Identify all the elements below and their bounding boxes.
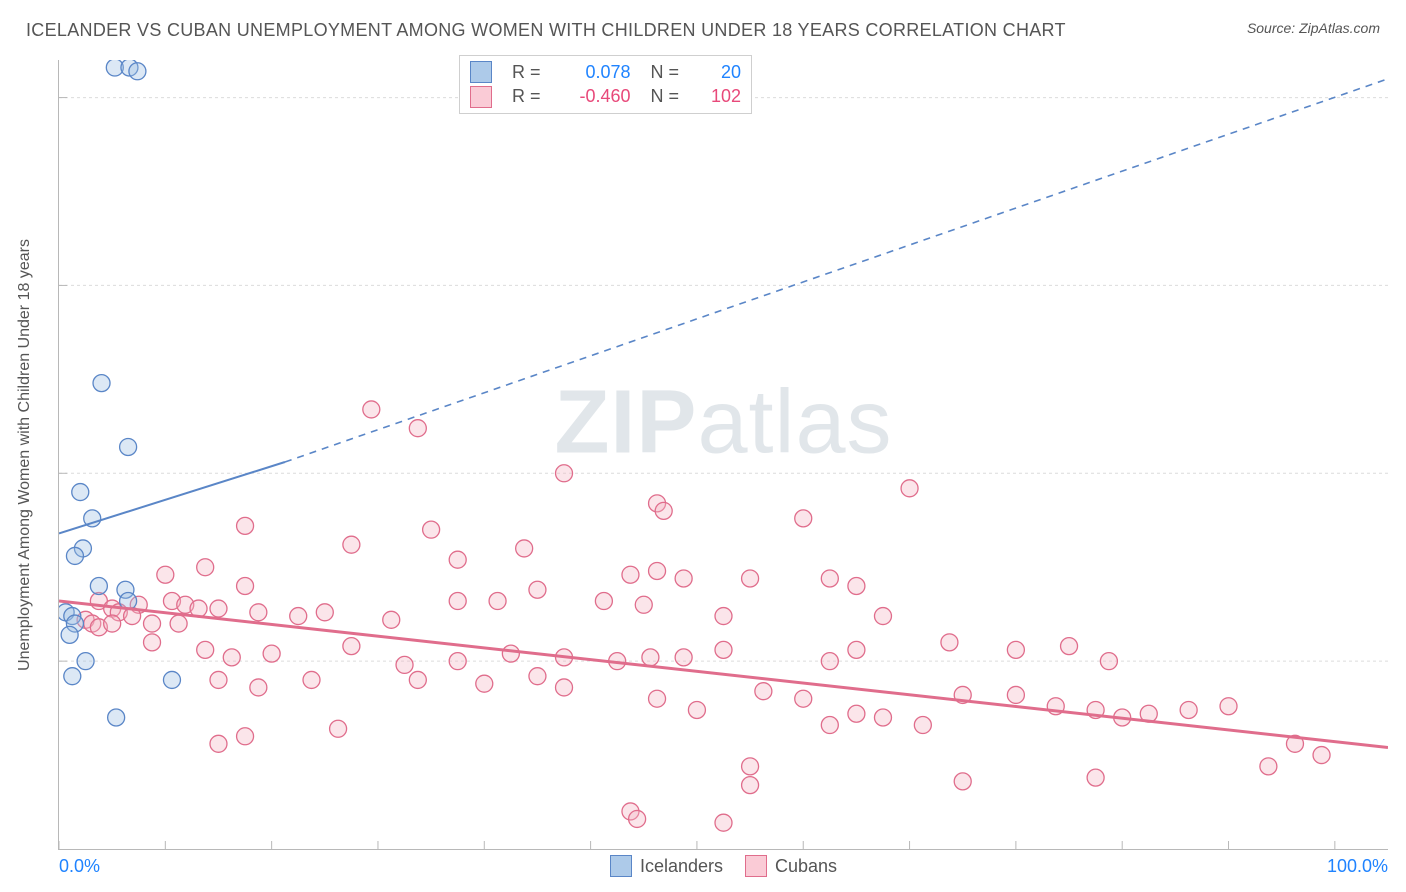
chart-title: ICELANDER VS CUBAN UNEMPLOYMENT AMONG WO… xyxy=(26,20,1380,41)
x-tick-label: 0.0% xyxy=(59,856,100,877)
legend-row-cubans: R = -0.460 N = 102 xyxy=(460,84,751,108)
swatch-icon xyxy=(470,86,492,108)
swatch-icon xyxy=(470,61,492,83)
swatch-icon xyxy=(610,855,632,877)
legend-row-icelanders: R = 0.078 N = 20 xyxy=(460,60,751,84)
y-axis-label: Unemployment Among Women with Children U… xyxy=(16,60,36,850)
legend-item-cubans: Cubans xyxy=(745,855,837,877)
series-legend: Icelanders Cubans xyxy=(59,855,1388,877)
scatter-plot xyxy=(59,60,1388,849)
x-tick-label: 100.0% xyxy=(1327,856,1388,877)
plot-area: ZIPatlas R = 0.078 N = 20 R = -0.460 N =… xyxy=(58,60,1388,850)
source-label: Source: ZipAtlas.com xyxy=(1247,20,1380,36)
legend-item-icelanders: Icelanders xyxy=(610,855,723,877)
swatch-icon xyxy=(745,855,767,877)
correlation-legend: R = 0.078 N = 20 R = -0.460 N = 102 xyxy=(459,55,752,114)
